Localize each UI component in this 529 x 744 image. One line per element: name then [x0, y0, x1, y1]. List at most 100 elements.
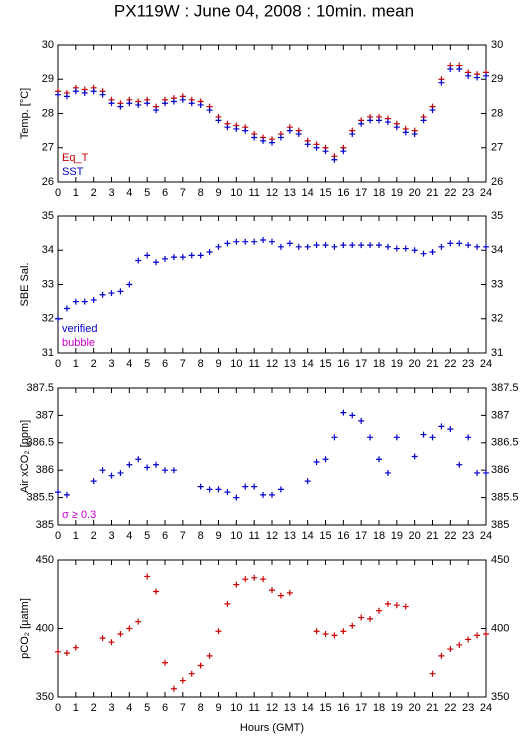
y-tick-label: 29 [42, 73, 54, 85]
x-tick-label: 22 [444, 358, 456, 370]
data-point [384, 243, 391, 250]
data-point [376, 242, 382, 249]
data-point [322, 148, 329, 155]
data-point [438, 79, 445, 86]
x-tick-label: 20 [409, 530, 421, 542]
data-point [456, 461, 463, 468]
y-tick-label: 386.5 [26, 437, 54, 449]
data-point [197, 483, 204, 490]
x-tick-label: 9 [215, 187, 221, 199]
x-tick-label: 16 [337, 187, 349, 199]
data-point [126, 461, 133, 468]
data-point [117, 103, 124, 110]
data-point [474, 469, 481, 476]
legend-entry: bubble [62, 337, 95, 349]
data-point [322, 630, 329, 637]
data-point [233, 581, 240, 588]
data-point [108, 100, 115, 107]
data-point [358, 417, 365, 424]
data-point [269, 491, 275, 498]
data-point [393, 434, 400, 441]
data-point [367, 615, 374, 622]
data-point [179, 677, 186, 684]
data-point [179, 96, 186, 103]
x-tick-label: 6 [162, 187, 168, 199]
data-point [483, 243, 489, 250]
data-point [153, 588, 160, 595]
x-tick-label: 14 [302, 187, 314, 199]
x-tick-label: 6 [162, 530, 168, 542]
x-tick-label: 16 [337, 530, 349, 542]
x-tick-label: 9 [215, 358, 221, 370]
data-point [72, 88, 79, 95]
data-point [295, 131, 302, 138]
x-tick-label: 13 [284, 358, 296, 370]
plot-frame [57, 44, 487, 183]
x-tick-label: 3 [108, 530, 114, 542]
data-point [153, 259, 160, 266]
data-point [358, 120, 365, 127]
data-point [108, 290, 115, 297]
data-point [90, 478, 97, 485]
data-point [215, 628, 222, 635]
x-tick-label: 6 [162, 702, 168, 714]
x-tick-label: 21 [426, 530, 438, 542]
x-tick-label: 12 [266, 530, 278, 542]
data-point [117, 469, 124, 476]
y-tick-label: 34 [491, 244, 503, 256]
data-point [420, 117, 427, 124]
x-tick-label: 9 [215, 702, 221, 714]
data-point [197, 101, 204, 108]
x-tick-label: 1 [73, 187, 79, 199]
y-tick-label: 385 [36, 519, 54, 531]
data-point [304, 243, 311, 250]
x-tick-label: 8 [198, 702, 204, 714]
x-tick-label: 13 [284, 530, 296, 542]
data-point [340, 148, 347, 155]
x-tick-label: 17 [355, 530, 367, 542]
y-tick-label: 31 [42, 347, 54, 359]
data-point [411, 453, 418, 460]
data-point [313, 458, 320, 465]
data-point [420, 250, 427, 257]
x-tick-label: 2 [91, 530, 97, 542]
data-point [411, 247, 418, 254]
x-tick-label: 23 [462, 358, 474, 370]
x-tick-label: 18 [373, 530, 385, 542]
data-point [349, 131, 356, 138]
data-point [304, 478, 311, 485]
y-tick-label: 386 [36, 464, 54, 476]
x-tick-label: 18 [373, 187, 385, 199]
data-point [251, 574, 258, 581]
data-point [402, 603, 409, 610]
data-point [304, 141, 311, 148]
data-point [269, 238, 275, 245]
x-tick-label: 22 [444, 530, 456, 542]
x-tick-label: 2 [91, 358, 97, 370]
y-tick-label: 387 [36, 409, 54, 421]
x-tick-label: 15 [319, 187, 331, 199]
data-point [465, 242, 472, 249]
data-point [393, 245, 400, 252]
data-point [55, 91, 61, 98]
x-tick-label: 17 [355, 187, 367, 199]
data-point [135, 456, 142, 463]
data-point [144, 464, 151, 471]
data-point [206, 107, 213, 114]
plot-frame [57, 559, 487, 698]
x-tick-label: 20 [409, 358, 421, 370]
data-point [81, 89, 88, 96]
data-point [108, 472, 115, 479]
data-point [438, 652, 445, 659]
y-tick-label: 385.5 [26, 492, 54, 504]
data-point [429, 434, 436, 441]
data-point [197, 252, 204, 259]
data-point [438, 423, 445, 430]
y-tick-label: 387.5 [26, 382, 54, 394]
x-tick-label: 1 [73, 358, 79, 370]
x-tick-label: 17 [355, 358, 367, 370]
y-tick-label: 28 [491, 107, 503, 119]
y-tick-label: 34 [42, 244, 54, 256]
y-tick-label: 31 [491, 347, 503, 359]
y-tick-label: 387.5 [491, 382, 519, 394]
